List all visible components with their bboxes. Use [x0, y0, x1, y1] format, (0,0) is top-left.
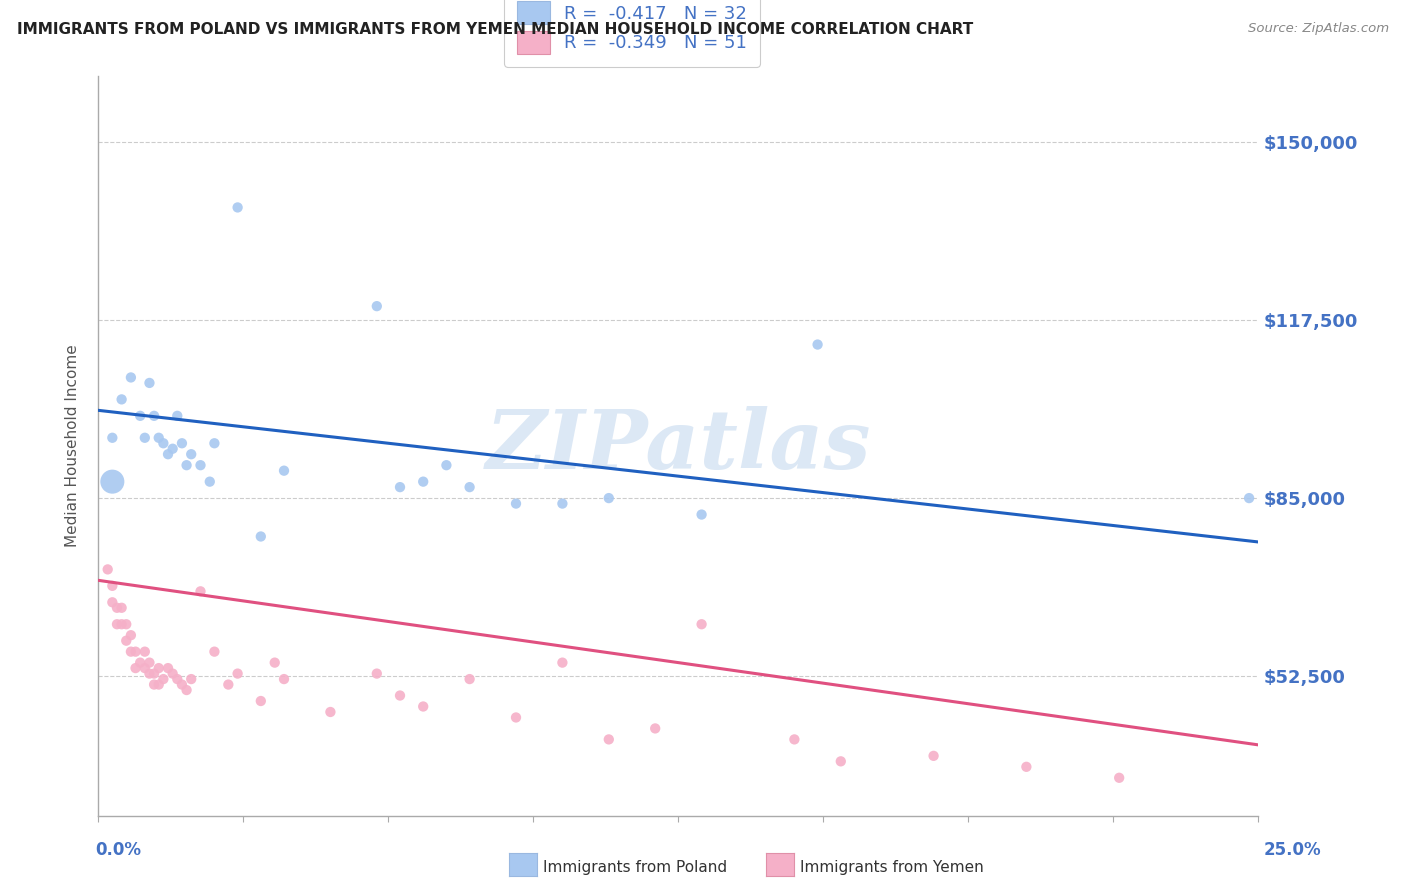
Point: [598, 491, 620, 505]
Point: [176, 683, 198, 698]
Point: [263, 656, 285, 670]
Point: [97, 562, 120, 576]
Point: [120, 370, 142, 384]
Point: [138, 376, 160, 390]
Point: [366, 666, 388, 681]
Point: [166, 409, 188, 423]
Point: [319, 705, 342, 719]
Point: [101, 595, 124, 609]
Point: [138, 666, 160, 681]
Point: [143, 677, 166, 691]
Point: [783, 732, 806, 747]
Point: [190, 584, 212, 599]
Point: [551, 656, 574, 670]
Point: [226, 666, 249, 681]
Point: [180, 672, 202, 686]
Point: [830, 755, 852, 769]
Point: [111, 600, 132, 615]
Text: 25.0%: 25.0%: [1264, 840, 1322, 858]
Point: [152, 672, 174, 686]
Point: [250, 529, 273, 543]
Point: [190, 458, 212, 473]
Point: [458, 672, 481, 686]
Point: [134, 661, 156, 675]
Point: [129, 409, 152, 423]
Point: [162, 666, 184, 681]
Point: [250, 694, 273, 708]
Point: [388, 480, 412, 494]
Point: [101, 579, 124, 593]
Point: [134, 431, 156, 445]
Point: [129, 656, 152, 670]
Point: [105, 600, 128, 615]
Point: [412, 475, 434, 489]
Legend: R =  -0.417   N = 32, R =  -0.349   N = 51: R = -0.417 N = 32, R = -0.349 N = 51: [505, 0, 759, 67]
Point: [157, 661, 180, 675]
Point: [273, 672, 295, 686]
Point: [148, 431, 170, 445]
Point: [690, 617, 713, 632]
Point: [273, 464, 295, 478]
Text: IMMIGRANTS FROM POLAND VS IMMIGRANTS FROM YEMEN MEDIAN HOUSEHOLD INCOME CORRELAT: IMMIGRANTS FROM POLAND VS IMMIGRANTS FRO…: [17, 22, 973, 37]
Point: [204, 645, 226, 659]
Text: 0.0%: 0.0%: [96, 840, 142, 858]
Point: [143, 666, 166, 681]
Point: [105, 617, 128, 632]
Point: [807, 337, 830, 351]
Point: [101, 475, 124, 489]
Text: ZIPatlas: ZIPatlas: [485, 406, 872, 486]
Point: [101, 431, 124, 445]
Point: [505, 497, 527, 511]
Point: [412, 699, 434, 714]
Point: [1015, 760, 1038, 774]
Point: [162, 442, 184, 456]
Point: [111, 617, 132, 632]
Point: [124, 645, 146, 659]
Point: [170, 436, 193, 450]
Point: [148, 661, 170, 675]
Point: [120, 628, 142, 642]
Point: [366, 299, 388, 313]
Point: [598, 732, 620, 747]
Point: [1237, 491, 1260, 505]
Point: [217, 677, 239, 691]
Point: [170, 677, 193, 691]
Point: [115, 617, 138, 632]
Point: [1108, 771, 1130, 785]
Point: [388, 689, 412, 703]
Point: [115, 633, 138, 648]
Text: Immigrants from Yemen: Immigrants from Yemen: [800, 860, 984, 874]
Point: [120, 645, 142, 659]
Point: [180, 447, 202, 461]
Point: [198, 475, 221, 489]
Point: [152, 436, 174, 450]
Point: [176, 458, 198, 473]
Y-axis label: Median Household Income: Median Household Income: [65, 344, 80, 548]
Point: [644, 722, 666, 736]
Point: [204, 436, 226, 450]
Point: [124, 661, 146, 675]
Point: [458, 480, 481, 494]
Point: [505, 710, 527, 724]
Point: [111, 392, 132, 407]
Point: [551, 497, 574, 511]
Point: [166, 672, 188, 686]
Point: [157, 447, 180, 461]
Point: [436, 458, 458, 473]
Point: [138, 656, 160, 670]
Point: [922, 748, 945, 763]
Text: Immigrants from Poland: Immigrants from Poland: [543, 860, 727, 874]
Point: [143, 409, 166, 423]
Point: [226, 201, 249, 215]
Point: [134, 645, 156, 659]
Text: Source: ZipAtlas.com: Source: ZipAtlas.com: [1249, 22, 1389, 36]
Point: [148, 677, 170, 691]
Point: [690, 508, 713, 522]
